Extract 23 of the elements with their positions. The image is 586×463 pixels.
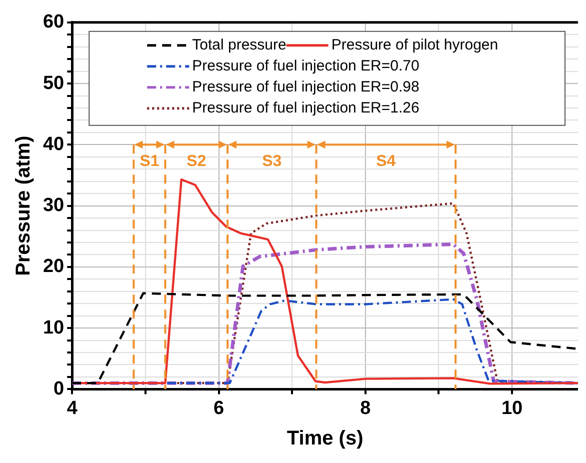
- x-tick-label: 4: [66, 398, 78, 419]
- legend-label: Pressure of fuel injection ER=1.26: [192, 100, 420, 117]
- annotation: S3: [262, 153, 282, 170]
- annotation: S2: [186, 153, 206, 170]
- x-tick-label: 6: [213, 398, 224, 419]
- annotation: S1: [140, 153, 160, 170]
- annotation: S4: [376, 153, 396, 170]
- y-tick-label: 60: [42, 12, 64, 33]
- y-axis-title: Pressure (atm): [12, 136, 35, 276]
- line-series: [72, 242, 578, 385]
- x-tick-label: 10: [501, 398, 523, 419]
- y-tick-label: 40: [42, 134, 64, 155]
- legend-label: Total pressure: [192, 36, 286, 54]
- x-tick-label: 8: [360, 398, 371, 419]
- y-tick-label: 0: [54, 378, 64, 400]
- y-tick-label: 20: [42, 256, 64, 278]
- y-tick-label: 50: [42, 72, 64, 94]
- legend-label: Pressure of pilot hyrogen: [331, 36, 498, 54]
- y-tick-label: 10: [42, 317, 64, 338]
- x-axis-title: Time (s): [286, 428, 364, 450]
- legend-label: Pressure of fuel injection ER=0.98: [192, 78, 420, 96]
- y-tick-label: 30: [42, 195, 64, 216]
- legend-label: Pressure of fuel injection ER=0.70: [192, 58, 420, 75]
